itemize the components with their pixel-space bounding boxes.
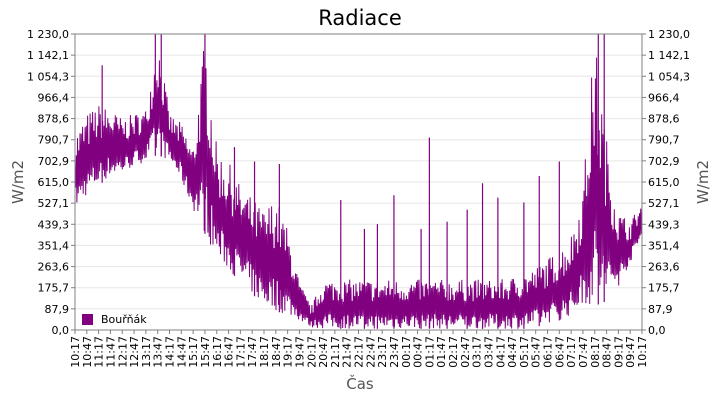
y-axis-right-ticks: 0,0 87,9 175,7 263,6 351,4 439,3 527,1 615,0 702… bbox=[642, 28, 690, 337]
x-tick-label: 00:17 bbox=[400, 336, 413, 368]
x-tick-label: 02:47 bbox=[459, 336, 472, 368]
y-tick-label-left: 1 054,3 bbox=[27, 70, 69, 83]
x-tick-label: 06:47 bbox=[553, 336, 566, 368]
y-tick-label-left: 263,6 bbox=[38, 261, 70, 274]
x-tick-label: 10:47 bbox=[81, 336, 94, 368]
y-tick-label-left: 790,7 bbox=[38, 134, 70, 147]
y-tick-label-right: 966,4 bbox=[648, 91, 680, 104]
x-tick-label: 22:17 bbox=[353, 336, 366, 368]
y-tick-label-left: 878,6 bbox=[38, 113, 70, 126]
x-tick-label: 16:47 bbox=[223, 336, 236, 368]
x-tick-label: 19:47 bbox=[293, 336, 306, 368]
y-tick-label-right: 702,9 bbox=[648, 155, 680, 168]
x-axis-ticks: 10:1710:4711:1711:4712:1712:4713:1713:47… bbox=[69, 330, 649, 368]
x-tick-label: 00:47 bbox=[412, 336, 425, 368]
x-tick-label: 16:17 bbox=[211, 336, 224, 368]
y-tick-label-right: 351,4 bbox=[648, 239, 680, 252]
y-tick-label-left: 87,9 bbox=[45, 303, 70, 316]
y-tick-label-right: 1 142,1 bbox=[648, 49, 690, 62]
x-tick-label: 01:17 bbox=[423, 336, 436, 368]
x-tick-label: 21:47 bbox=[341, 336, 354, 368]
x-tick-label: 19:17 bbox=[282, 336, 295, 368]
y-tick-label-left: 351,4 bbox=[38, 239, 70, 252]
x-tick-label: 02:17 bbox=[447, 336, 460, 368]
x-tick-label: 07:47 bbox=[577, 336, 590, 368]
x-tick-label: 04:47 bbox=[506, 336, 519, 368]
x-tick-label: 23:47 bbox=[388, 336, 401, 368]
y-tick-label-right: 439,3 bbox=[648, 218, 680, 231]
legend-swatch bbox=[82, 314, 93, 325]
x-tick-label: 09:17 bbox=[612, 336, 625, 368]
y-tick-label-left: 175,7 bbox=[38, 282, 70, 295]
x-tick-label: 12:47 bbox=[128, 336, 141, 368]
x-tick-label: 09:47 bbox=[624, 336, 637, 368]
y-tick-label-left: 1 230,0 bbox=[27, 28, 69, 41]
y-tick-label-right: 175,7 bbox=[648, 282, 680, 295]
y-tick-label-left: 702,9 bbox=[38, 155, 70, 168]
x-tick-label: 18:17 bbox=[258, 336, 271, 368]
x-tick-label: 10:17 bbox=[69, 336, 82, 368]
data-series bbox=[74, 34, 643, 329]
x-tick-label: 15:47 bbox=[199, 336, 212, 368]
y-tick-label-right: 0,0 bbox=[648, 324, 666, 337]
y-tick-label-right: 87,9 bbox=[648, 303, 673, 316]
x-tick-label: 14:17 bbox=[164, 336, 177, 368]
x-tick-label: 23:17 bbox=[376, 336, 389, 368]
x-tick-label: 03:17 bbox=[471, 336, 484, 368]
y-axis-left-ticks: 0,0 87,9 175,7 263,6 351,4 439,3 527,1 615,0 702… bbox=[27, 28, 75, 337]
y-tick-label-left: 1 142,1 bbox=[27, 49, 69, 62]
y-axis-title-right: W/m2 bbox=[694, 160, 712, 204]
x-tick-label: 20:47 bbox=[317, 336, 330, 368]
x-tick-label: 20:17 bbox=[305, 336, 318, 368]
y-tick-label-right: 878,6 bbox=[648, 113, 680, 126]
x-tick-label: 13:47 bbox=[152, 336, 165, 368]
x-tick-label: 08:47 bbox=[601, 336, 614, 368]
x-tick-label: 18:47 bbox=[270, 336, 283, 368]
x-axis-title: Čas bbox=[346, 374, 374, 393]
y-tick-label-left: 527,1 bbox=[38, 197, 70, 210]
y-tick-label-right: 263,6 bbox=[648, 261, 680, 274]
x-tick-label: 13:17 bbox=[140, 336, 153, 368]
x-tick-label: 08:17 bbox=[589, 336, 602, 368]
y-tick-label-left: 439,3 bbox=[38, 218, 70, 231]
x-tick-label: 06:17 bbox=[542, 336, 555, 368]
x-tick-label: 22:47 bbox=[364, 336, 377, 368]
x-tick-label: 10:17 bbox=[636, 336, 649, 368]
x-tick-label: 01:47 bbox=[435, 336, 448, 368]
y-axis-title-left: W/m2 bbox=[9, 160, 27, 204]
x-tick-label: 05:17 bbox=[518, 336, 531, 368]
y-tick-label-right: 1 054,3 bbox=[648, 70, 690, 83]
x-tick-label: 11:17 bbox=[93, 336, 106, 368]
x-tick-label: 04:17 bbox=[494, 336, 507, 368]
y-tick-label-right: 527,1 bbox=[648, 197, 680, 210]
x-tick-label: 14:47 bbox=[175, 336, 188, 368]
y-tick-label-left: 0,0 bbox=[52, 324, 70, 337]
legend-label: Bouřňák bbox=[101, 313, 147, 326]
y-tick-label-right: 615,0 bbox=[648, 176, 680, 189]
y-tick-label-right: 1 230,0 bbox=[648, 28, 690, 41]
y-tick-label-left: 966,4 bbox=[38, 91, 70, 104]
x-tick-label: 17:17 bbox=[234, 336, 247, 368]
x-tick-label: 07:17 bbox=[565, 336, 578, 368]
x-tick-label: 03:47 bbox=[482, 336, 495, 368]
x-tick-label: 15:17 bbox=[187, 336, 200, 368]
x-tick-label: 12:17 bbox=[116, 336, 129, 368]
x-tick-label: 11:47 bbox=[104, 336, 117, 368]
legend: Bouřňák bbox=[82, 313, 147, 326]
x-tick-label: 17:47 bbox=[246, 336, 259, 368]
x-tick-label: 21:17 bbox=[329, 336, 342, 368]
series-line-bournak bbox=[74, 50, 643, 329]
chart-title: Radiace bbox=[318, 6, 402, 30]
y-tick-label-left: 615,0 bbox=[38, 176, 70, 189]
x-tick-label: 05:47 bbox=[530, 336, 543, 368]
y-tick-label-right: 790,7 bbox=[648, 134, 680, 147]
